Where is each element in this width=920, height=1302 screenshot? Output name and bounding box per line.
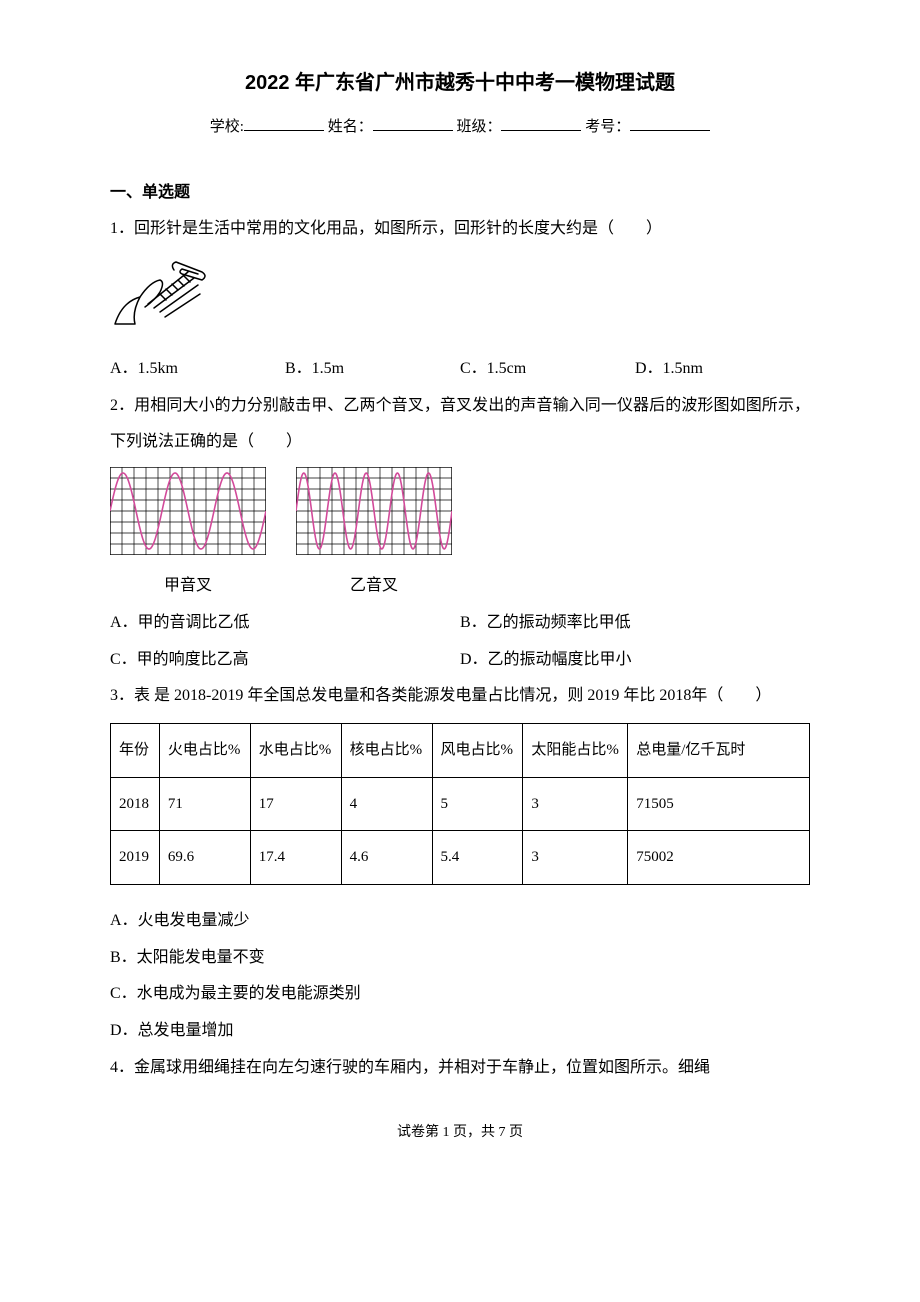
label-name: 姓名：	[328, 119, 373, 135]
table-cell: 75002	[628, 831, 810, 885]
question-1: 1．回形针是生活中常用的文化用品，如图所示，回形针的长度大约是（ ）	[110, 211, 810, 248]
table-header-cell: 太阳能占比%	[523, 724, 628, 778]
table-cell: 5.4	[432, 831, 523, 885]
q4-text: 4．金属球用细绳挂在向左匀速行驶的车厢内，并相对于车静止，位置如图所示。细绳	[110, 1059, 710, 1076]
q1-option-a: A．1.5km	[110, 351, 285, 388]
table-header-cell: 总电量/亿千瓦时	[628, 724, 810, 778]
table-header-cell: 风电占比%	[432, 724, 523, 778]
table-cell: 4	[341, 777, 432, 831]
table-header-cell: 核电占比%	[341, 724, 432, 778]
blank-id	[630, 115, 710, 131]
table-cell: 69.6	[159, 831, 250, 885]
question-4: 4．金属球用细绳挂在向左匀速行驶的车厢内，并相对于车静止，位置如图所示。细绳	[110, 1050, 810, 1087]
table-cell: 17	[250, 777, 341, 831]
wave-yi-block: 乙音叉	[296, 467, 452, 605]
label-id: 考号：	[585, 119, 630, 135]
q3-option-a: A．火电发电量减少	[110, 903, 810, 940]
table-row: 2018711745371505	[111, 777, 810, 831]
page-title: 2022 年广东省广州市越秀十中中考一模物理试题	[110, 60, 810, 106]
q3-option-c: C．水电成为最主要的发电能源类别	[110, 976, 810, 1013]
table-cell: 17.4	[250, 831, 341, 885]
q2-option-b: B．乙的振动频率比甲低	[460, 605, 810, 642]
table-cell: 71	[159, 777, 250, 831]
q3-options: A．火电发电量减少 B．太阳能发电量不变 C．水电成为最主要的发电能源类别 D．…	[110, 903, 810, 1050]
q3-text: 3．表 是 2018-2019 年全国总发电量和各类能源发电量占比情况，则 20…	[110, 687, 771, 704]
table-header-cell: 年份	[111, 724, 160, 778]
table-header-cell: 火电占比%	[159, 724, 250, 778]
table-cell: 5	[432, 777, 523, 831]
q1-option-b: B．1.5m	[285, 351, 460, 388]
table-row: 201969.617.44.65.4375002	[111, 831, 810, 885]
question-2: 2．用相同大小的力分别敲击甲、乙两个音叉，音叉发出的声音输入同一仪器后的波形图如…	[110, 388, 810, 462]
q2-options: A．甲的音调比乙低 B．乙的振动频率比甲低 C．甲的响度比乙高 D．乙的振动幅度…	[110, 605, 810, 679]
student-info-line: 学校: 姓名： 班级： 考号：	[110, 110, 810, 145]
q2-figures: 甲音叉 乙音叉	[110, 467, 810, 605]
waveform-yi-icon	[296, 467, 452, 555]
section-heading: 一、单选题	[110, 175, 810, 212]
waveform-jia-icon	[110, 467, 266, 555]
question-3: 3．表 是 2018-2019 年全国总发电量和各类能源发电量占比情况，则 20…	[110, 678, 810, 715]
q1-options: A．1.5km B．1.5m C．1.5cm D．1.5nm	[110, 351, 810, 388]
table-cell: 2019	[111, 831, 160, 885]
q2-option-d: D．乙的振动幅度比甲小	[460, 642, 810, 679]
wave-jia-block: 甲音叉	[110, 467, 266, 605]
page-footer: 试卷第 1 页，共 7 页	[110, 1117, 810, 1149]
blank-class	[501, 115, 581, 131]
blank-school	[244, 115, 324, 131]
q3-option-b: B．太阳能发电量不变	[110, 940, 810, 977]
q3-data-table: 年份火电占比%水电占比%核电占比%风电占比%太阳能占比%总电量/亿千瓦时2018…	[110, 723, 810, 885]
table-cell: 71505	[628, 777, 810, 831]
q1-text: 1．回形针是生活中常用的文化用品，如图所示，回形针的长度大约是（ ）	[110, 220, 662, 237]
q3-option-d: D．总发电量增加	[110, 1013, 810, 1050]
q1-option-c: C．1.5cm	[460, 351, 635, 388]
table-cell: 2018	[111, 777, 160, 831]
blank-name	[373, 115, 453, 131]
q1-figure	[110, 252, 810, 347]
table-cell: 3	[523, 831, 628, 885]
table-cell: 4.6	[341, 831, 432, 885]
wave-yi-label: 乙音叉	[296, 568, 452, 605]
q1-option-d: D．1.5nm	[635, 351, 810, 388]
wave-jia-label: 甲音叉	[110, 568, 266, 605]
label-class: 班级：	[456, 119, 501, 135]
table-cell: 3	[523, 777, 628, 831]
q2-text: 2．用相同大小的力分别敲击甲、乙两个音叉，音叉发出的声音输入同一仪器后的波形图如…	[110, 397, 810, 451]
hand-paperclip-icon	[110, 252, 220, 332]
table-header-cell: 水电占比%	[250, 724, 341, 778]
q2-option-a: A．甲的音调比乙低	[110, 605, 460, 642]
exam-page: 2022 年广东省广州市越秀十中中考一模物理试题 学校: 姓名： 班级： 考号：…	[0, 0, 920, 1189]
label-school: 学校:	[210, 119, 244, 135]
q2-option-c: C．甲的响度比乙高	[110, 642, 460, 679]
